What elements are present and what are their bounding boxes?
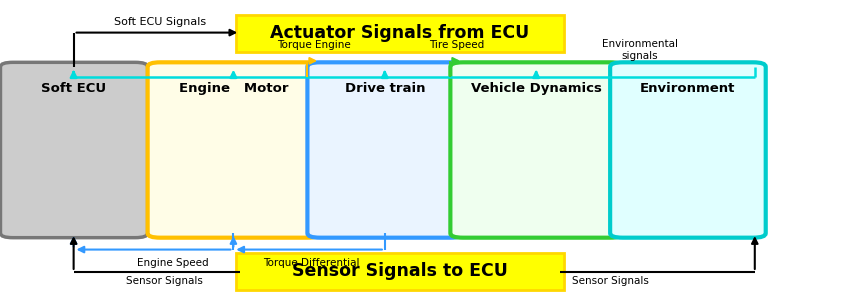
FancyBboxPatch shape bbox=[307, 62, 463, 238]
Text: Soft ECU: Soft ECU bbox=[42, 82, 107, 94]
FancyBboxPatch shape bbox=[1, 62, 147, 238]
Text: Soft ECU Signals: Soft ECU Signals bbox=[114, 17, 207, 27]
FancyBboxPatch shape bbox=[236, 253, 564, 290]
Text: Sensor Signals: Sensor Signals bbox=[126, 276, 203, 286]
FancyBboxPatch shape bbox=[610, 62, 766, 238]
Text: Drive train: Drive train bbox=[345, 82, 425, 94]
FancyBboxPatch shape bbox=[451, 62, 623, 238]
Text: Vehicle Dynamics: Vehicle Dynamics bbox=[471, 82, 602, 94]
Text: Sensor Signals to ECU: Sensor Signals to ECU bbox=[292, 262, 508, 280]
Text: Environment: Environment bbox=[640, 82, 736, 94]
Text: Engine   Motor: Engine Motor bbox=[179, 82, 289, 94]
Text: Engine Speed: Engine Speed bbox=[137, 259, 208, 269]
FancyBboxPatch shape bbox=[147, 62, 320, 238]
Text: Torque Engine: Torque Engine bbox=[277, 40, 351, 50]
Text: Sensor Signals: Sensor Signals bbox=[572, 276, 649, 286]
Text: Torque Differential: Torque Differential bbox=[263, 259, 360, 269]
Text: Tire Speed: Tire Speed bbox=[429, 40, 484, 50]
Text: Environmental
signals: Environmental signals bbox=[601, 39, 678, 61]
FancyBboxPatch shape bbox=[236, 15, 564, 52]
Text: Actuator Signals from ECU: Actuator Signals from ECU bbox=[270, 24, 529, 42]
